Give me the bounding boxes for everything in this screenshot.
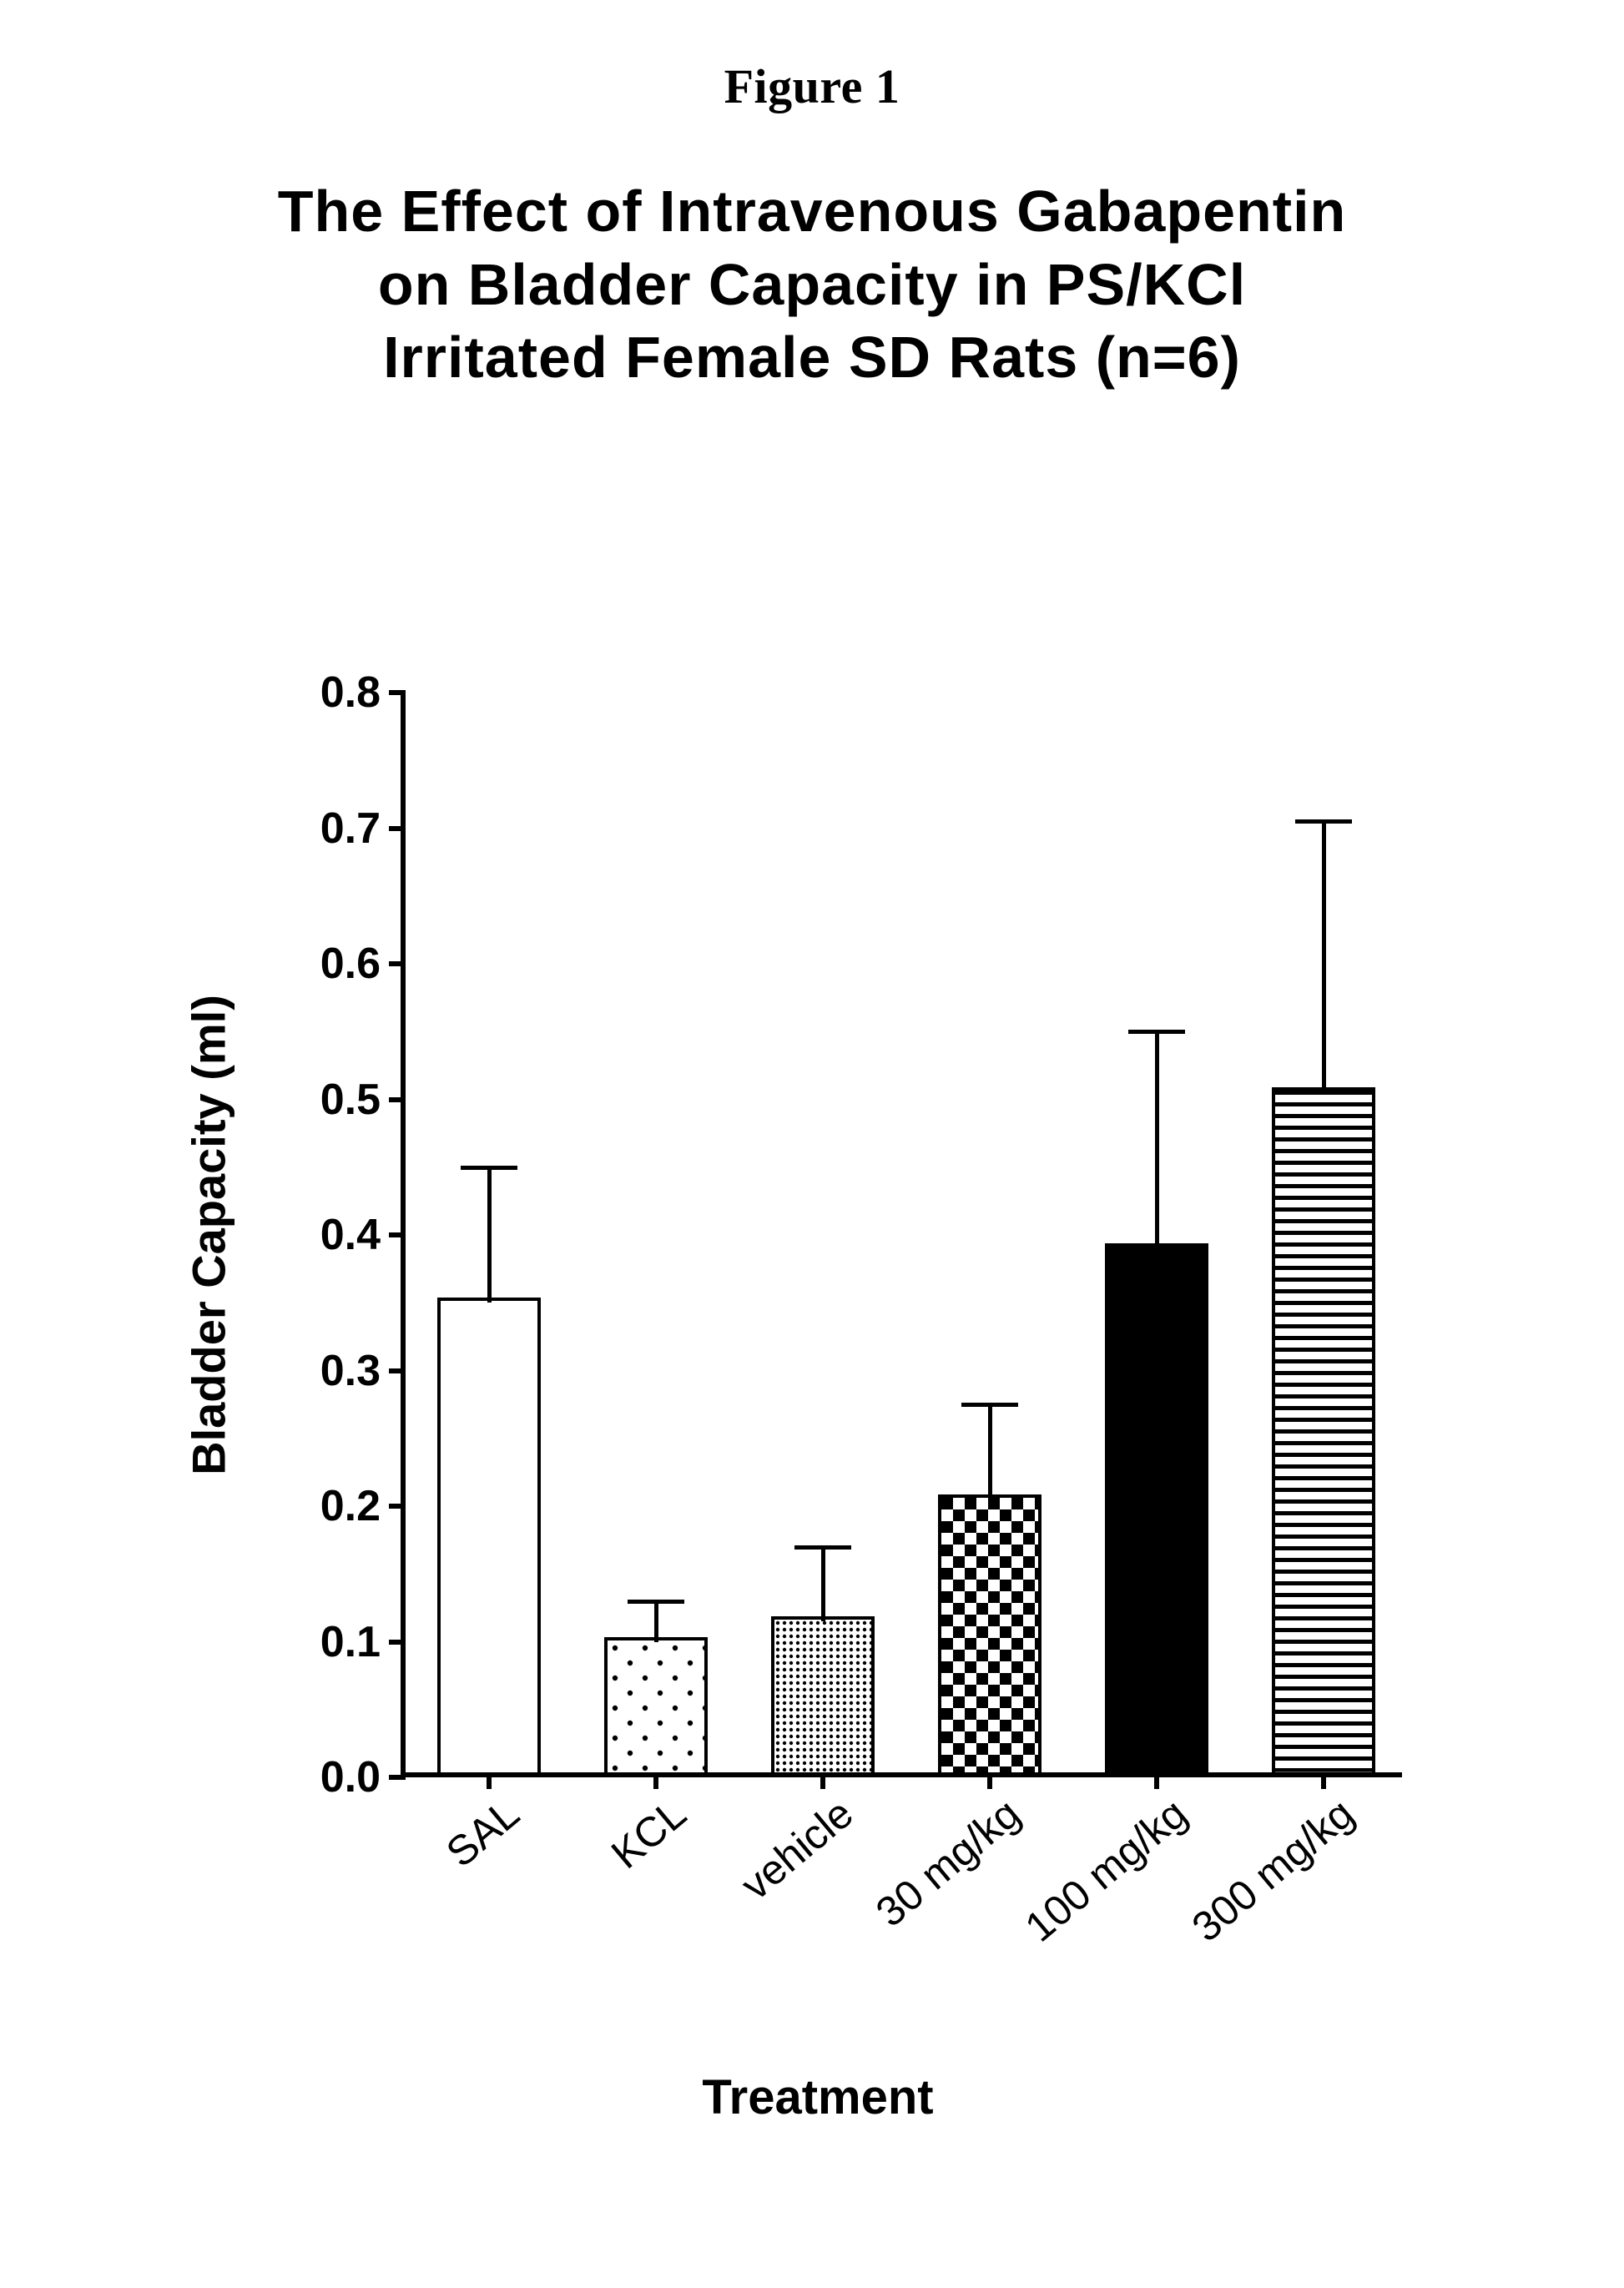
y-axis-label: Bladder Capacity (ml) — [182, 995, 236, 1475]
x-tick — [487, 1772, 492, 1789]
error-bar-stem — [1322, 821, 1326, 1092]
x-tick-label: vehicle — [732, 1789, 863, 1909]
y-tick — [389, 1368, 406, 1373]
error-bar-stem — [1155, 1031, 1159, 1248]
y-tick-label: 0.2 — [320, 1481, 381, 1531]
error-bar-cap — [628, 1600, 684, 1604]
x-tick — [987, 1772, 992, 1789]
error-bar-cap — [1295, 819, 1352, 824]
x-tick — [1321, 1772, 1326, 1789]
y-tick-label: 0.4 — [320, 1210, 381, 1260]
x-tick — [653, 1772, 658, 1789]
x-tick-label: 100 mg/kg — [1016, 1789, 1196, 1952]
y-tick-label: 0.7 — [320, 804, 381, 854]
y-tick — [389, 1775, 406, 1780]
x-tick-label: KCL — [602, 1789, 695, 1878]
y-tick — [389, 961, 406, 966]
error-bar-cap — [794, 1545, 851, 1550]
x-tick — [1154, 1772, 1159, 1789]
y-tick-label: 0.6 — [320, 939, 381, 989]
figure-label: Figure 1 — [724, 58, 900, 114]
y-tick-label: 0.8 — [320, 668, 381, 718]
chart-title: The Effect of Intravenous Gabapentin on … — [270, 175, 1354, 395]
bar — [604, 1637, 708, 1773]
plot-area: 0.00.10.20.30.40.50.60.70.8SALKCLvehicle… — [401, 693, 1402, 1777]
error-bar-stem — [487, 1167, 492, 1303]
error-bar-cap — [961, 1403, 1018, 1407]
y-tick-label: 0.1 — [320, 1617, 381, 1667]
y-tick — [389, 826, 406, 831]
y-tick — [389, 1097, 406, 1102]
error-bar-stem — [988, 1404, 992, 1499]
y-tick — [389, 1232, 406, 1237]
x-tick-label: 300 mg/kg — [1183, 1789, 1363, 1952]
y-tick — [389, 690, 406, 695]
x-axis-label: Treatment — [702, 2069, 933, 2125]
error-bar-stem — [821, 1547, 825, 1621]
bar — [1272, 1087, 1375, 1772]
y-tick — [389, 1504, 406, 1509]
bar — [1105, 1243, 1208, 1772]
y-tick-label: 0.0 — [320, 1752, 381, 1802]
error-bar-cap — [1128, 1030, 1185, 1034]
x-tick-label: SAL — [437, 1789, 529, 1877]
y-tick — [389, 1640, 406, 1645]
chart-container: Bladder Capacity (ml) 0.00.10.20.30.40.5… — [184, 659, 1452, 2245]
x-tick — [820, 1772, 825, 1789]
y-tick-label: 0.5 — [320, 1075, 381, 1125]
bar — [938, 1494, 1041, 1772]
bar — [771, 1616, 875, 1772]
bar — [437, 1298, 541, 1772]
x-tick-label: 30 mg/kg — [866, 1789, 1029, 1937]
y-tick-label: 0.3 — [320, 1346, 381, 1396]
error-bar-stem — [654, 1601, 658, 1642]
error-bar-cap — [461, 1166, 517, 1170]
